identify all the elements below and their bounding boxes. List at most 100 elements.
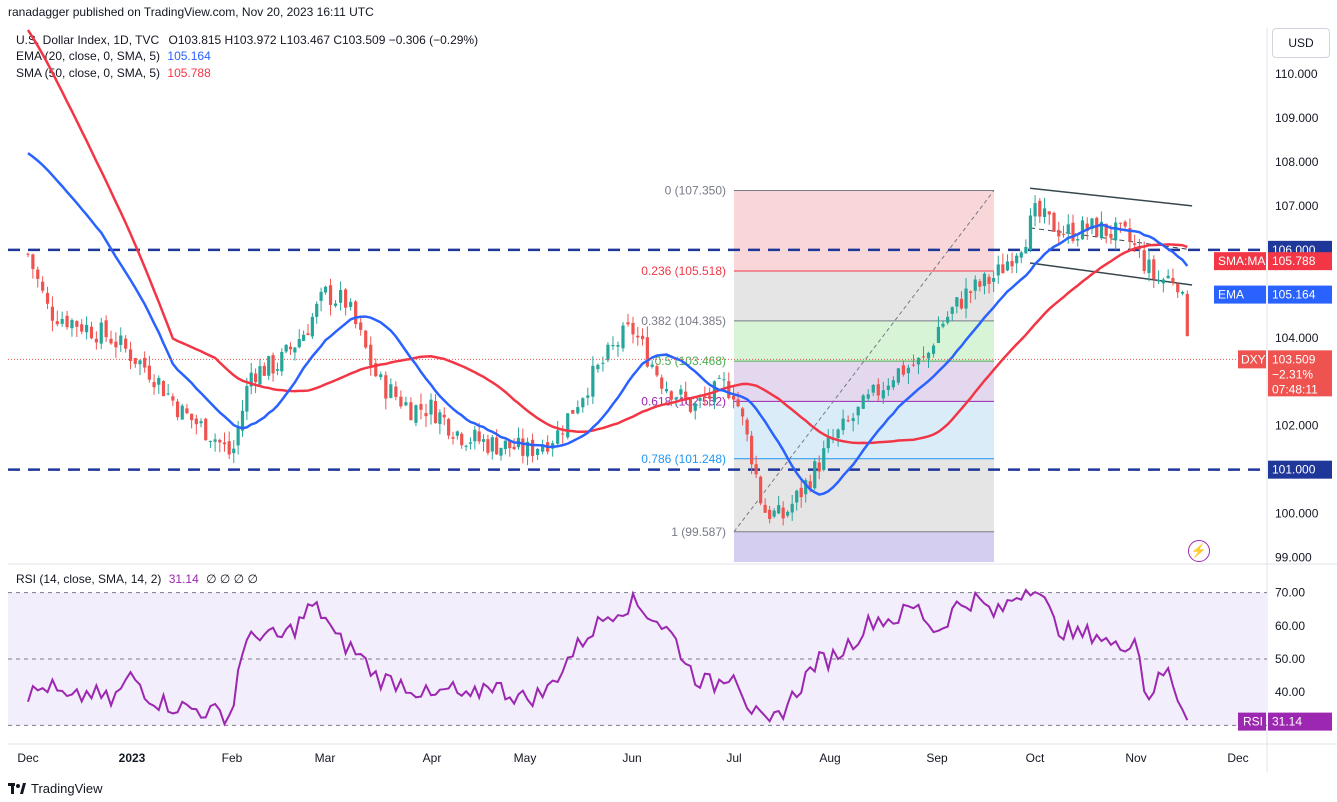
sma-line [26, 29, 1188, 445]
candle-body [1076, 238, 1080, 241]
tradingview-logo-text: TradingView [31, 781, 103, 796]
fib-zone [734, 271, 994, 321]
candle-body [55, 321, 59, 325]
last-price-countdown: 07:48:11 [1272, 382, 1318, 396]
candle-body [621, 325, 625, 349]
fib-label: 0.5 (103.468) [655, 354, 726, 368]
price-tick-label: 106.000 [1275, 243, 1319, 257]
candle-body [1066, 224, 1070, 234]
candle-body [409, 402, 413, 421]
candle-body [114, 341, 118, 348]
rsi-legend[interactable]: RSI (14, close, SMA, 14, 2) 31.14 ∅ ∅ ∅ … [16, 572, 258, 586]
candle-body [486, 439, 490, 453]
candle-body [1038, 200, 1042, 217]
publisher-line: ranadagger published on TradingView.com,… [8, 5, 374, 19]
time-tick-label: Feb [222, 751, 243, 765]
candle-body [896, 368, 900, 383]
candle-body [364, 330, 368, 348]
candle-body [851, 418, 855, 422]
candle-body [284, 344, 288, 352]
candle-body [512, 446, 516, 450]
time-tick-label: Aug [819, 751, 840, 765]
ema-tag-value: 105.164 [1272, 288, 1316, 302]
candle-body [369, 344, 373, 366]
candle-body [1080, 220, 1085, 240]
candle-body [499, 447, 503, 456]
candle-body [906, 367, 911, 374]
ema-legend[interactable]: EMA (20, close, 0, SMA, 5) 105.164 [16, 49, 211, 63]
candle-body [525, 441, 530, 457]
candle-body [566, 413, 570, 438]
candle-body [80, 324, 84, 332]
candle-body [866, 394, 870, 399]
candle-body [442, 414, 446, 418]
lightning-icon[interactable]: ⚡ [1188, 540, 1210, 562]
candle-body [495, 437, 499, 455]
candle-body [959, 298, 964, 309]
candle-body [571, 409, 575, 414]
currency-button[interactable]: USD [1272, 28, 1330, 58]
symbol-tag [1238, 350, 1266, 369]
fib-label: 0.382 (104.385) [641, 314, 726, 328]
candle-body [240, 410, 245, 431]
candle-body [674, 397, 678, 400]
sma-tag-label: SMA:MA [1218, 254, 1265, 268]
symbol-legend[interactable]: U.S. Dollar Index, 1D, TVC O103.815 H103… [16, 33, 478, 47]
fib-label: 0.236 (105.518) [641, 264, 726, 278]
candle-body [99, 322, 103, 344]
candle-body [384, 375, 388, 399]
candle-body [333, 303, 338, 306]
candle-body [861, 395, 865, 409]
price-tag [1268, 285, 1332, 304]
time-tick-label: Apr [423, 751, 442, 765]
candle-body [271, 355, 275, 374]
candle-body [1015, 255, 1019, 264]
level-tag [1268, 240, 1332, 259]
candle-body [1180, 291, 1185, 294]
candle-body [881, 390, 885, 399]
rsi-tick-label: 40.00 [1275, 685, 1305, 699]
ema-legend-label: EMA (20, close, 0, SMA, 5) [16, 49, 161, 63]
sma-legend[interactable]: SMA (50, close, 0, SMA, 5) 105.788 [16, 66, 211, 80]
candle-body [199, 421, 203, 424]
candle-body [561, 433, 565, 435]
candle-body [1137, 247, 1142, 250]
candle-body [1052, 212, 1056, 232]
rsi-tick-label: 60.00 [1275, 619, 1305, 633]
candle-body [556, 430, 560, 444]
candle-body [1095, 217, 1099, 237]
price-tick-label: 100.000 [1275, 507, 1319, 521]
candle-body [258, 366, 262, 385]
candle-body [45, 292, 50, 304]
ema-legend-value: 105.164 [167, 49, 211, 63]
candle-body [645, 337, 649, 367]
candle-body [669, 391, 673, 400]
price-tick-label: 107.000 [1275, 199, 1319, 213]
candle-body [204, 418, 208, 441]
time-tick-label: Mar [315, 751, 336, 765]
candle-body [973, 279, 977, 291]
candle-body [455, 431, 459, 436]
candle-body [213, 439, 217, 442]
candle-body [1161, 279, 1165, 284]
candle-body [208, 440, 213, 442]
ema-line [27, 152, 1189, 496]
candle-body [946, 316, 950, 323]
candle-body [978, 281, 982, 287]
candle-body [992, 278, 996, 282]
time-tick-label: Jul [726, 751, 741, 765]
candle-body [546, 442, 550, 452]
price-tag [1268, 252, 1332, 271]
candle-body [741, 408, 745, 417]
candle-body [477, 431, 481, 442]
tradingview-logo[interactable]: TradingView [8, 781, 103, 796]
candle-body [109, 338, 113, 344]
candle-body [1185, 293, 1189, 336]
candle-body [1099, 221, 1104, 239]
candle-body [1001, 264, 1005, 274]
candle-body [414, 405, 418, 423]
candle-body [731, 395, 736, 400]
rsi-legend-extra: ∅ ∅ ∅ ∅ [206, 572, 258, 586]
